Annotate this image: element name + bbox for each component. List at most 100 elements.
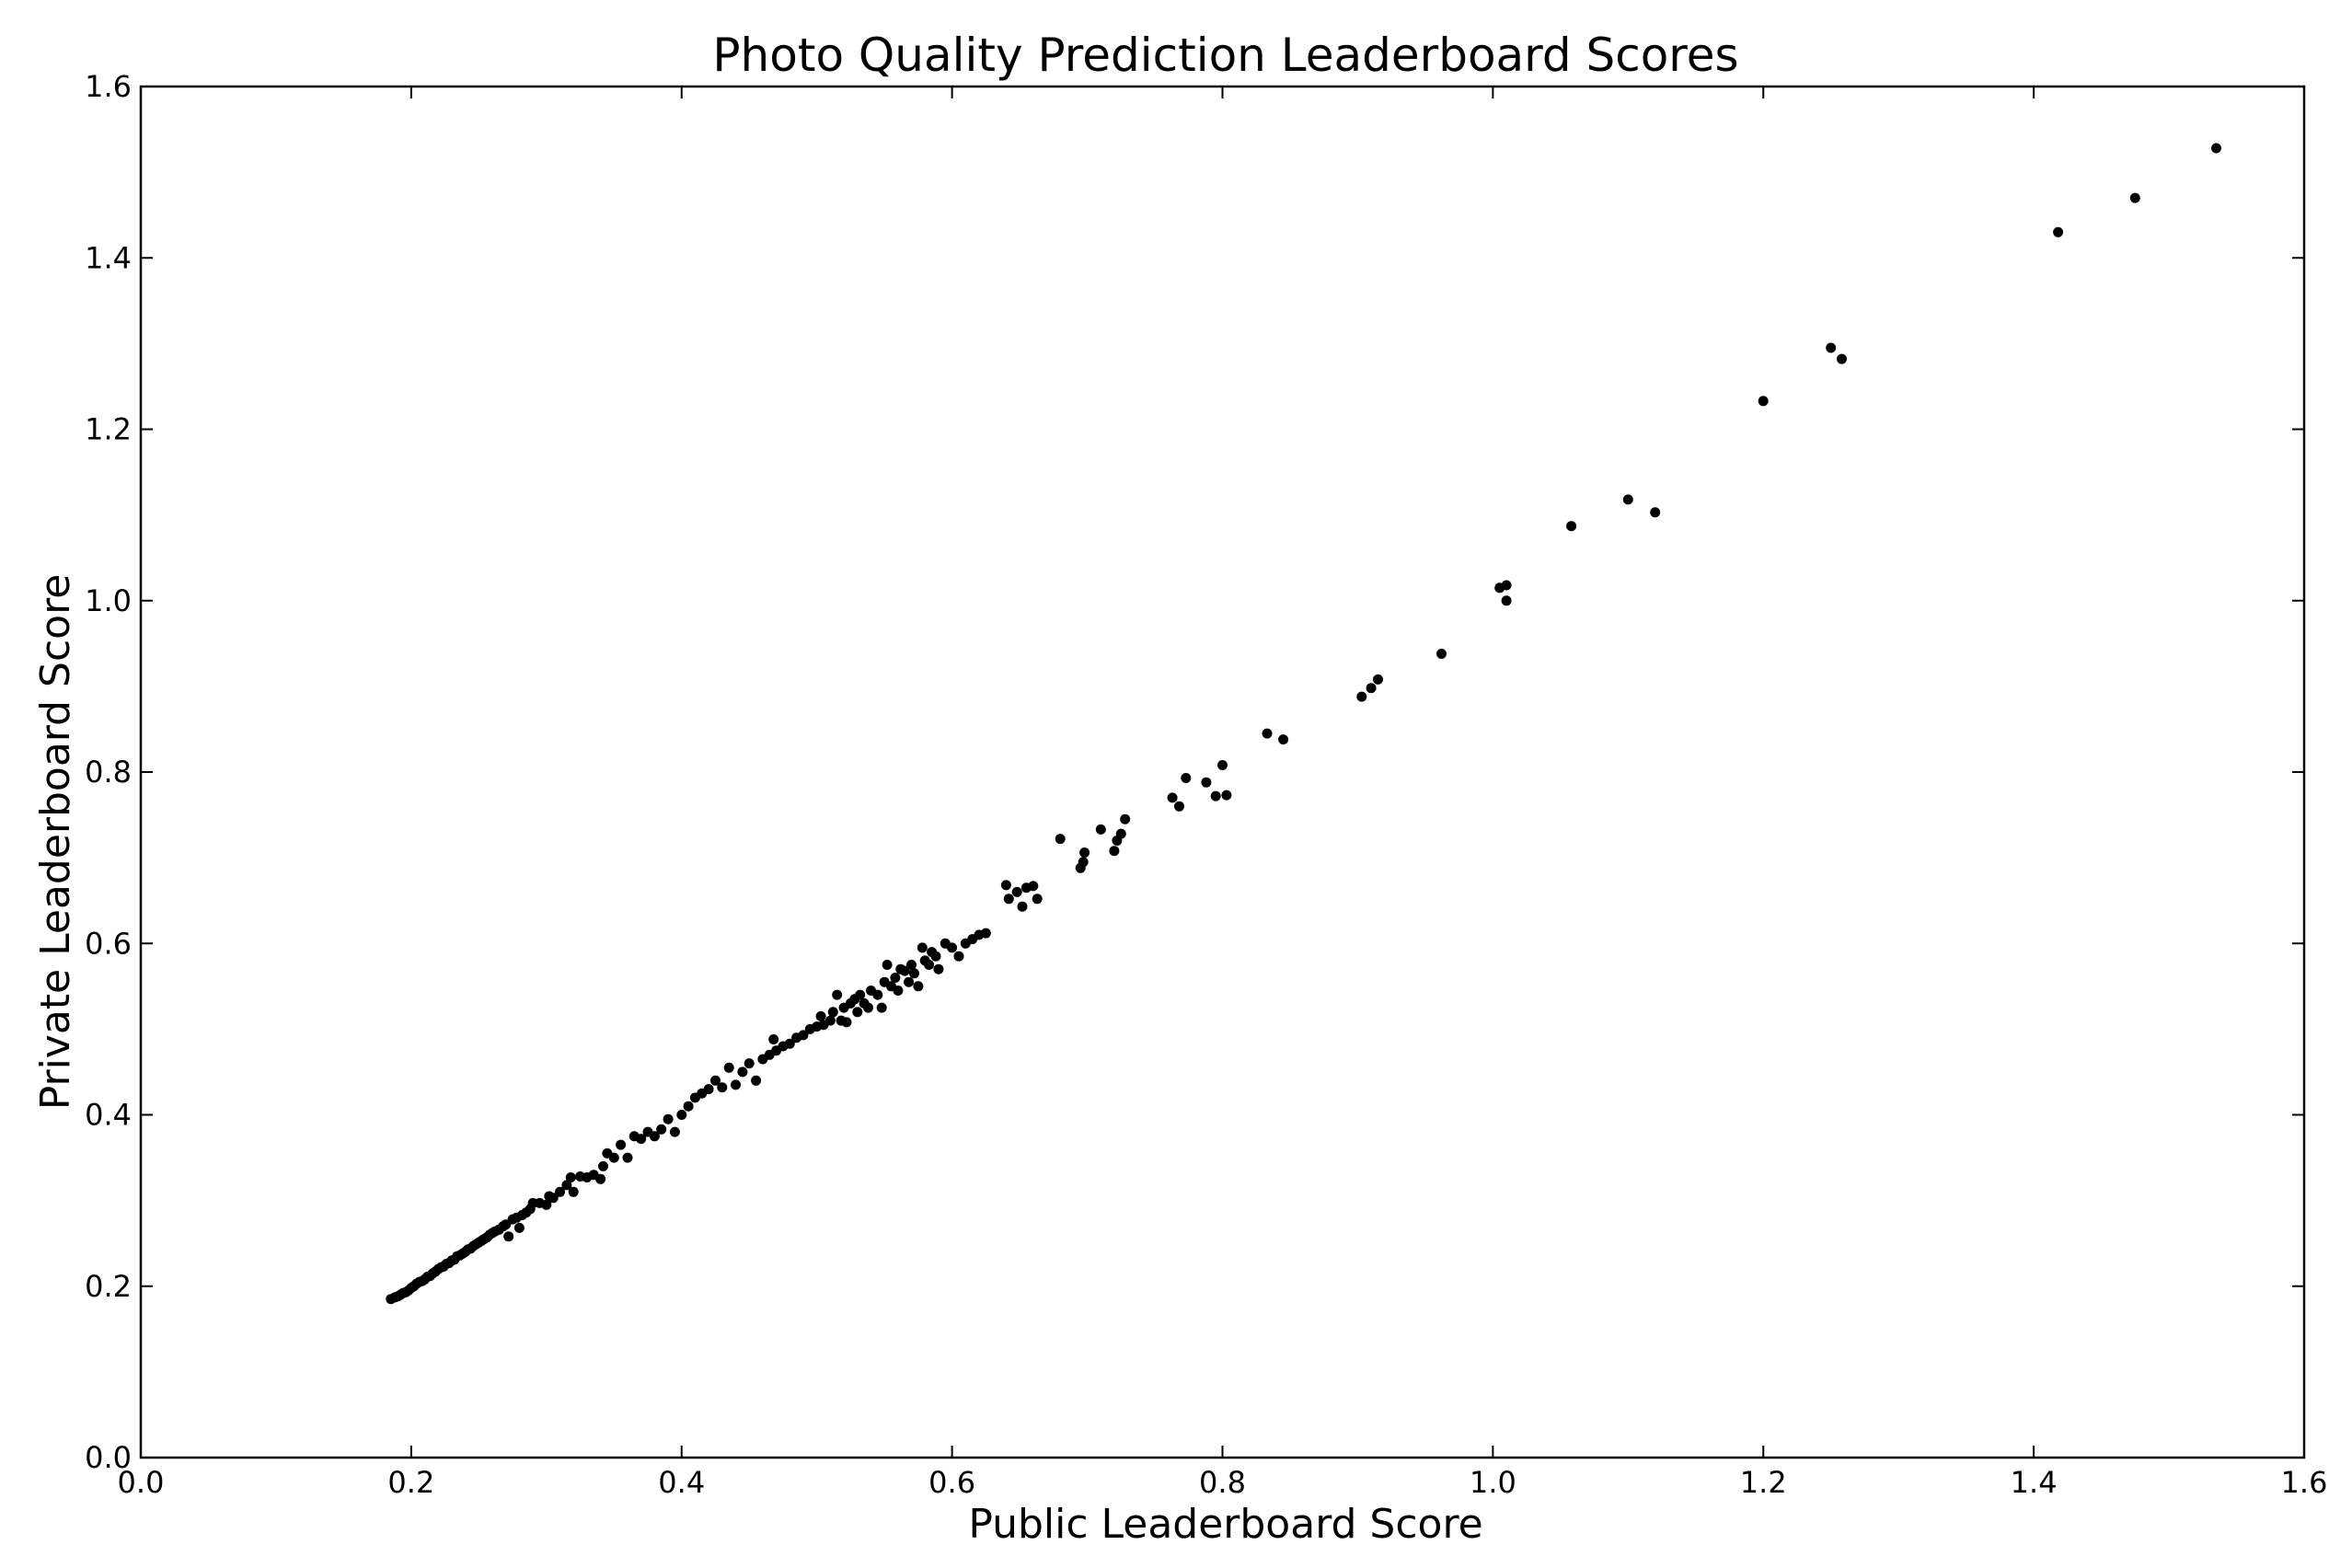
data-point xyxy=(2053,226,2064,237)
data-point xyxy=(744,1058,755,1069)
data-point xyxy=(1181,773,1192,783)
data-point xyxy=(824,1015,836,1026)
x-axis-label: Public Leaderboard Score xyxy=(968,1501,1482,1548)
data-point xyxy=(855,989,866,1000)
y-tick-label: 1.2 xyxy=(85,412,132,447)
data-point xyxy=(598,1160,608,1171)
data-point xyxy=(872,989,883,1000)
data-point xyxy=(890,973,901,983)
data-point xyxy=(1758,396,1769,407)
y-tick-label: 1.0 xyxy=(85,583,132,618)
data-point xyxy=(1201,777,1212,788)
data-point xyxy=(561,1180,572,1191)
data-point xyxy=(565,1172,576,1182)
data-point xyxy=(1011,886,1022,897)
data-point xyxy=(1079,847,1090,858)
data-point xyxy=(663,1113,674,1124)
data-point xyxy=(2211,143,2221,154)
x-tick-label: 0.2 xyxy=(387,1465,434,1500)
data-point xyxy=(1650,507,1661,518)
data-point xyxy=(731,1079,741,1090)
data-point xyxy=(924,960,935,970)
data-point xyxy=(1278,734,1289,745)
y-tick-label: 0.0 xyxy=(85,1440,132,1475)
data-point xyxy=(2129,192,2140,203)
data-point xyxy=(710,1075,721,1086)
data-point xyxy=(548,1193,559,1204)
data-point xyxy=(503,1231,514,1242)
data-point xyxy=(1837,353,1847,364)
data-point xyxy=(933,963,944,974)
data-point xyxy=(1366,683,1377,694)
data-point xyxy=(893,986,904,996)
data-point xyxy=(717,1082,728,1093)
data-point xyxy=(863,1002,873,1013)
axis-ticks: 0.0 0.2 0.4 0.6 0.8 1.0 1.2 1.4 1.6 0.0 0.2 0.4 0.6 0… xyxy=(85,69,2327,1500)
data-point xyxy=(841,1017,852,1028)
data-point xyxy=(1109,846,1120,857)
data-point xyxy=(751,1075,762,1086)
data-point xyxy=(555,1186,565,1197)
data-point xyxy=(676,1110,687,1120)
data-point xyxy=(669,1126,680,1137)
data-point xyxy=(1501,580,1512,591)
data-point xyxy=(930,951,941,962)
data-point xyxy=(1826,342,1837,353)
plot-area-frame xyxy=(139,85,2306,1459)
data-point xyxy=(737,1066,748,1078)
data-point xyxy=(876,1002,887,1013)
x-tick-label: 1.4 xyxy=(2011,1465,2058,1500)
data-point xyxy=(1017,901,1028,912)
data-point xyxy=(1000,880,1011,891)
data-point xyxy=(1095,824,1106,835)
data-point xyxy=(622,1152,633,1163)
x-tick-label: 0.0 xyxy=(118,1465,165,1500)
data-point xyxy=(1078,857,1089,868)
data-point xyxy=(947,942,958,953)
x-tick-label: 1.6 xyxy=(2281,1465,2328,1500)
data-point xyxy=(913,981,924,992)
x-tick-label: 0.8 xyxy=(1199,1465,1246,1500)
y-tick-label: 1.6 xyxy=(85,69,132,104)
data-point xyxy=(636,1134,647,1145)
data-point xyxy=(827,1007,838,1018)
data-point xyxy=(909,968,919,979)
data-point xyxy=(1120,813,1131,824)
data-point xyxy=(1356,691,1367,702)
data-point xyxy=(1028,881,1039,892)
data-point xyxy=(1217,760,1228,770)
data-point xyxy=(1003,894,1014,905)
data-point xyxy=(595,1173,606,1184)
y-tick-label: 1.4 xyxy=(85,240,132,275)
data-point xyxy=(815,1010,826,1021)
data-point xyxy=(1373,674,1383,685)
data-point xyxy=(1566,521,1577,532)
data-point xyxy=(1055,834,1066,845)
data-point xyxy=(1221,790,1232,801)
chart-title: Photo Quality Prediction Leaderboard Sco… xyxy=(712,29,1738,82)
data-point xyxy=(649,1131,660,1142)
data-point xyxy=(1622,494,1633,505)
y-tick-label: 0.4 xyxy=(85,1098,132,1133)
data-point xyxy=(513,1222,525,1233)
data-point xyxy=(832,989,843,1000)
data-point xyxy=(1167,792,1178,803)
y-tick-label: 0.2 xyxy=(85,1269,132,1304)
y-axis-label: Private Leaderboard Score xyxy=(32,574,79,1111)
data-point xyxy=(1174,801,1184,812)
y-tick-label: 0.6 xyxy=(85,926,132,961)
data-point xyxy=(917,942,928,953)
data-point xyxy=(906,960,917,970)
data-point xyxy=(953,951,964,962)
data-point xyxy=(768,1034,779,1044)
data-point xyxy=(608,1152,619,1163)
data-point xyxy=(703,1084,714,1095)
x-tick-label: 0.4 xyxy=(658,1465,705,1500)
data-point xyxy=(1436,649,1447,659)
data-point xyxy=(1032,894,1043,905)
data-point xyxy=(1115,828,1126,839)
data-point xyxy=(656,1124,667,1135)
data-point xyxy=(1210,790,1221,801)
data-point xyxy=(1262,728,1273,739)
